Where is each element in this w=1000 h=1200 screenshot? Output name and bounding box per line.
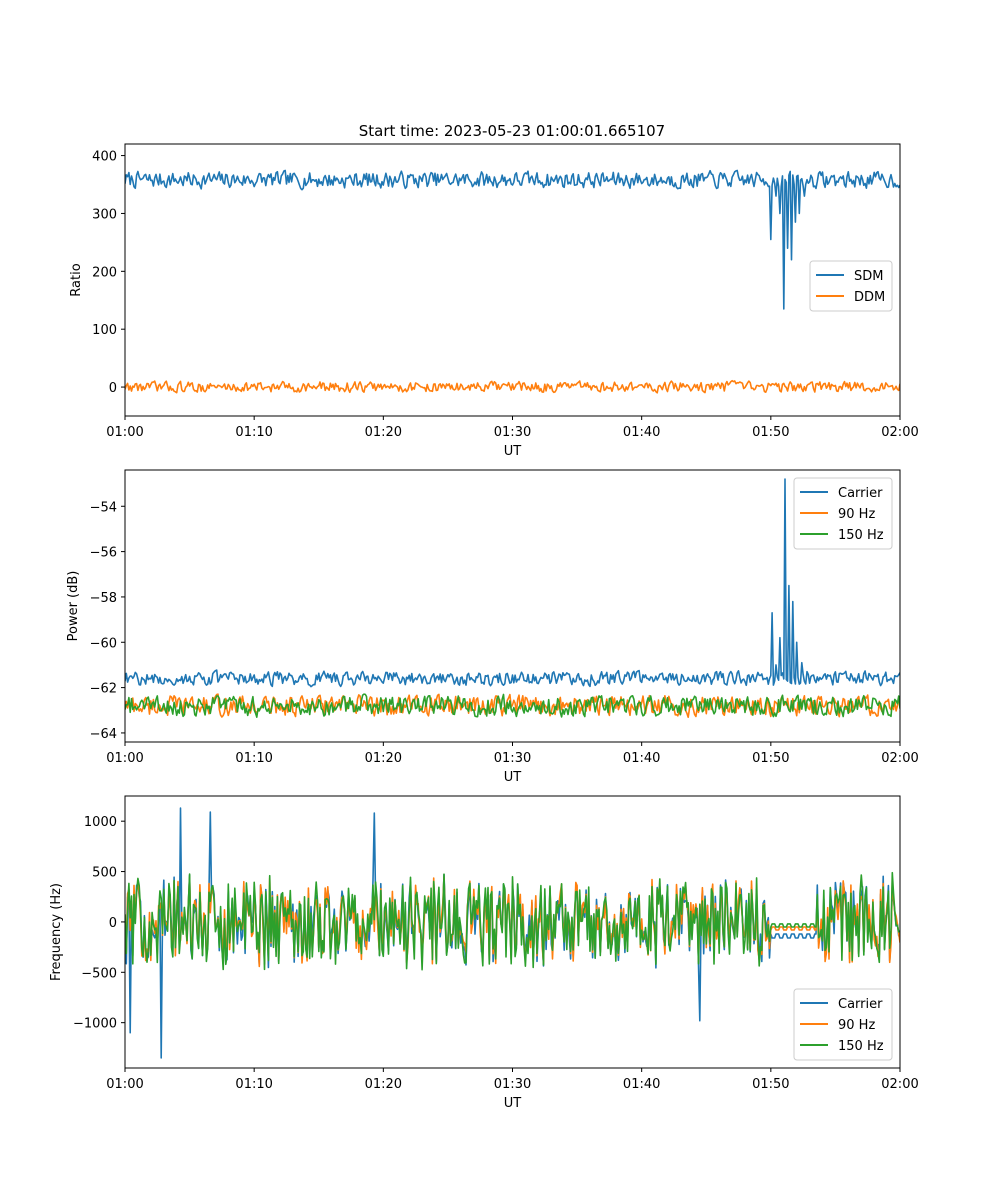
x-tick-label: 01:20 <box>365 751 402 766</box>
series-line-150-hz <box>125 871 900 971</box>
power-panel: 01:00 01:10 01:20 01:30 01:40 01:50 02:00 −64 −6… <box>66 469 919 785</box>
legend-label: Carrier <box>838 486 883 501</box>
legend-label: SDM <box>854 269 883 284</box>
x-axis-label: UT <box>504 770 522 785</box>
y-tick-label: 400 <box>92 150 117 165</box>
y-tick-label: −62 <box>90 682 117 697</box>
x-tick-label: 01:00 <box>106 1077 143 1092</box>
x-tick-label: 02:00 <box>881 425 918 440</box>
y-tick-label: −58 <box>90 591 117 606</box>
x-tick-label: 01:00 <box>106 751 143 766</box>
x-tick-label: 01:20 <box>365 425 402 440</box>
y-tick-label: 100 <box>92 323 117 338</box>
y-tick-label: 0 <box>109 916 117 931</box>
y-axis-label: Frequency (Hz) <box>49 883 64 981</box>
y-tick-label: −1000 <box>73 1017 117 1032</box>
x-tick-label: 01:40 <box>623 425 660 440</box>
x-axis-label: UT <box>504 444 522 459</box>
x-tick-label: 01:50 <box>752 751 789 766</box>
legend-label: Carrier <box>838 997 883 1012</box>
x-tick-label: 01:10 <box>235 1077 272 1092</box>
legend-label: DDM <box>854 290 885 305</box>
legend: Carrier 90 Hz 150 Hz <box>793 477 893 550</box>
legend: Carrier 90 Hz 150 Hz <box>793 988 893 1061</box>
x-tick-label: 02:00 <box>881 751 918 766</box>
x-axis-label: UT <box>504 1096 522 1111</box>
x-tick-label: 01:30 <box>494 751 531 766</box>
y-axis-label: Ratio <box>69 263 84 296</box>
x-tick-label: 01:40 <box>623 751 660 766</box>
series-line-carrier <box>125 478 900 688</box>
legend-label: 150 Hz <box>838 528 884 543</box>
x-tick-label: 01:00 <box>106 425 143 440</box>
y-tick-label: 300 <box>92 207 117 222</box>
legend-label: 90 Hz <box>838 1018 875 1033</box>
y-tick-label: 200 <box>92 265 117 280</box>
series-line-sdm <box>125 169 900 310</box>
y-tick-label: 500 <box>92 866 117 881</box>
figure-title: Start time: 2023-05-23 01:00:01.665107 <box>359 122 665 140</box>
x-tick-label: 01:10 <box>235 425 272 440</box>
x-tick-label: 01:30 <box>494 425 531 440</box>
y-tick-label: 1000 <box>84 815 117 830</box>
y-tick-label: −54 <box>90 500 117 515</box>
y-tick-label: −56 <box>90 546 117 561</box>
x-tick-label: 02:00 <box>881 1077 918 1092</box>
legend: SDM DDM <box>809 260 893 312</box>
x-tick-label: 01:50 <box>752 425 789 440</box>
y-axis-label: Power (dB) <box>66 571 81 642</box>
frequency-panel: 01:00 01:10 01:20 01:30 01:40 01:50 02:00 −1000… <box>49 795 919 1111</box>
y-tick-label: −500 <box>81 966 117 981</box>
ratio-panel: 01:00 01:10 01:20 01:30 01:40 01:50 02:00 0 100 2… <box>69 143 919 459</box>
x-tick-label: 01:50 <box>752 1077 789 1092</box>
y-tick-label: −64 <box>90 727 117 742</box>
x-tick-label: 01:10 <box>235 751 272 766</box>
x-tick-label: 01:20 <box>365 1077 402 1092</box>
legend-label: 150 Hz <box>838 1039 884 1054</box>
x-tick-label: 01:30 <box>494 1077 531 1092</box>
y-tick-label: −60 <box>90 636 117 651</box>
y-tick-label: 0 <box>109 381 117 396</box>
x-tick-label: 01:40 <box>623 1077 660 1092</box>
series-line-ddm <box>125 379 900 394</box>
series-line-150-hz <box>125 693 900 719</box>
legend-label: 90 Hz <box>838 507 875 522</box>
